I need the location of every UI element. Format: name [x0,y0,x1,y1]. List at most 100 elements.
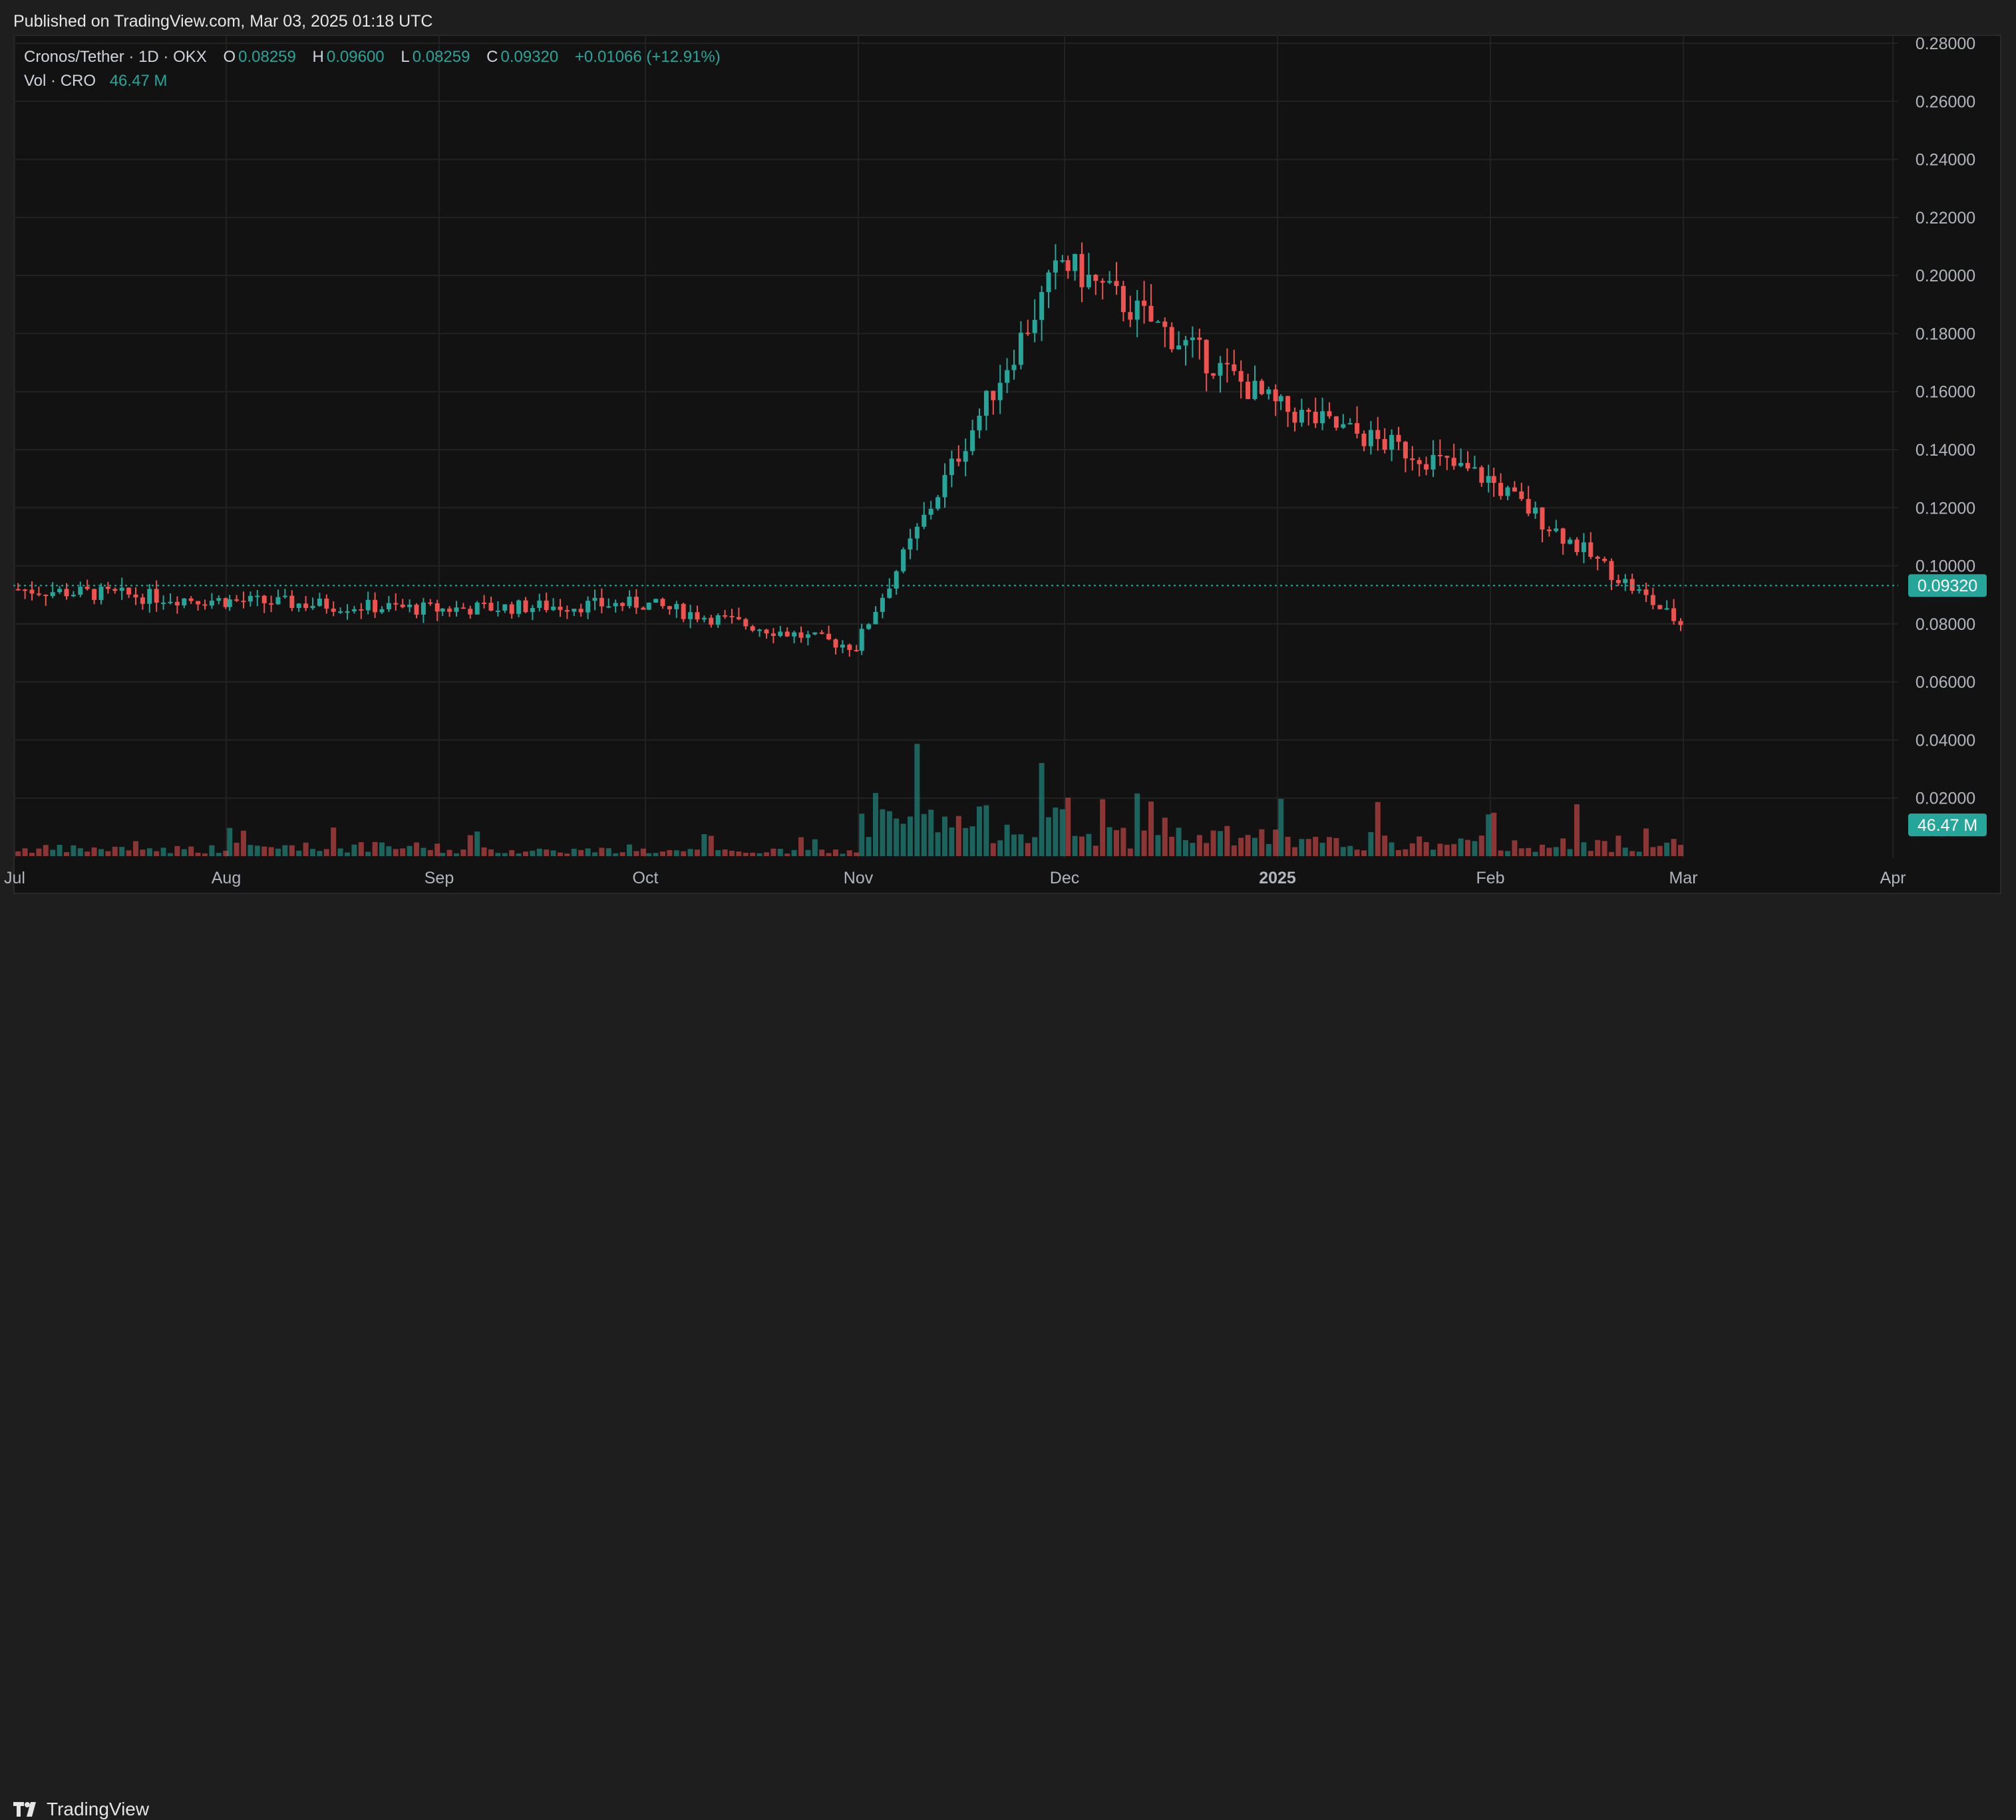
candle-body [1190,337,1195,341]
candle-body [1637,589,1642,591]
volume-bar [1505,851,1510,856]
footer: TradingView [0,894,2016,1819]
candle-body [1025,333,1031,335]
symbol-label[interactable]: Cronos/Tether · 1D · OKX [24,48,207,66]
volume-bar [1259,829,1265,856]
candle-body [420,602,426,615]
volume-bar [1609,851,1614,856]
volume-bar [43,845,49,856]
volume-bar [358,842,364,856]
volume-bar [488,849,494,856]
volume-bar [393,849,399,856]
candle-body [653,599,659,603]
candle-body [1664,608,1669,610]
volume-bar [22,848,28,856]
candle-body [1533,507,1538,514]
candle-body [1162,321,1168,327]
volume-bar [1643,828,1649,856]
volume-bar [1498,850,1504,856]
volume-bar [1204,843,1210,856]
volume-bar [1560,838,1566,856]
candle-body [324,598,329,609]
volume-bar [777,849,783,856]
volume-bar [846,850,852,856]
candle-body [866,624,872,629]
ohlc-legend: Cronos/Tether · 1D · OKX O 0.08259 H 0.096… [24,48,723,67]
candle-body [1273,389,1278,402]
candle-body [414,604,419,615]
candle-body [1065,260,1071,271]
volume-bar [1458,838,1464,856]
candle-body [1479,467,1484,483]
x-tick-label: Dec [1050,869,1079,887]
volume-bar [71,845,77,856]
candle-body [1602,558,1607,561]
volume-bar [1148,801,1154,856]
volume-bar [1299,839,1305,856]
volume-bar [467,835,473,856]
volume-bar [1546,847,1552,856]
candle-body [1361,433,1367,446]
candle-body [922,514,927,527]
candle-body [460,607,466,609]
volume-bar [1354,849,1360,856]
tradingview-logo[interactable]: TradingView [13,1799,149,1820]
candle-body [1623,579,1628,583]
candle-body [15,589,21,591]
candle-body [750,626,755,631]
candle-body [275,597,281,605]
volume-bar [1601,841,1607,856]
x-tick-label: Mar [1669,869,1697,887]
price-chart[interactable]: 0.28000 0.26000 0.24000 0.22000 0.20000 0.180… [0,0,2016,894]
candle-body [1368,430,1373,446]
candle-body [269,603,274,605]
candle-body [1465,462,1470,469]
chart-panel[interactable] [13,35,2001,894]
volume-bar [1491,812,1497,856]
volume-bar [372,841,378,856]
candle-body [963,451,968,462]
candle-body [1444,456,1450,458]
candle-body [715,615,721,625]
candle-body [1086,275,1091,287]
candle-body [729,615,735,617]
candle-body [338,611,343,613]
candle-body [840,645,845,648]
high-value: 0.09600 [326,48,385,66]
volume-bar [750,852,756,856]
candle-body [1005,370,1010,383]
volume-bar [84,851,90,856]
x-tick-label: Jul [4,869,25,887]
volume-bar [1540,844,1545,856]
candle-body [812,632,818,635]
candle-body [592,597,597,601]
volume-bar [77,848,83,856]
volume-bar [1092,845,1098,856]
candle-body [743,619,749,627]
volume-bar [1162,818,1168,856]
volume-bar [1018,834,1024,856]
low-value: 0.08259 [412,48,470,66]
candle-body [1595,557,1600,559]
volume-bar [530,850,536,856]
candle-body [1224,363,1230,365]
volume-bar [502,853,508,856]
volume-bar [914,744,920,856]
candle-body [105,587,110,589]
volume-bar [646,853,652,856]
y-tick-label: 0.28000 [1916,35,1975,53]
volume-bar [1574,804,1580,856]
volume-bar [798,837,804,856]
volume-bar [840,853,846,856]
volume-bar [1636,851,1642,856]
candle-body [303,603,309,609]
change-value: +0.01066 (+12.91%) [574,48,721,66]
candle-body [1259,380,1264,394]
volume-bar [407,845,413,856]
volume-bar [977,806,982,856]
candle-body [1232,364,1237,371]
candle-body [331,608,336,612]
y-tick-label: 0.18000 [1916,325,1975,343]
candle-body [196,601,201,605]
candle-body [627,597,632,606]
